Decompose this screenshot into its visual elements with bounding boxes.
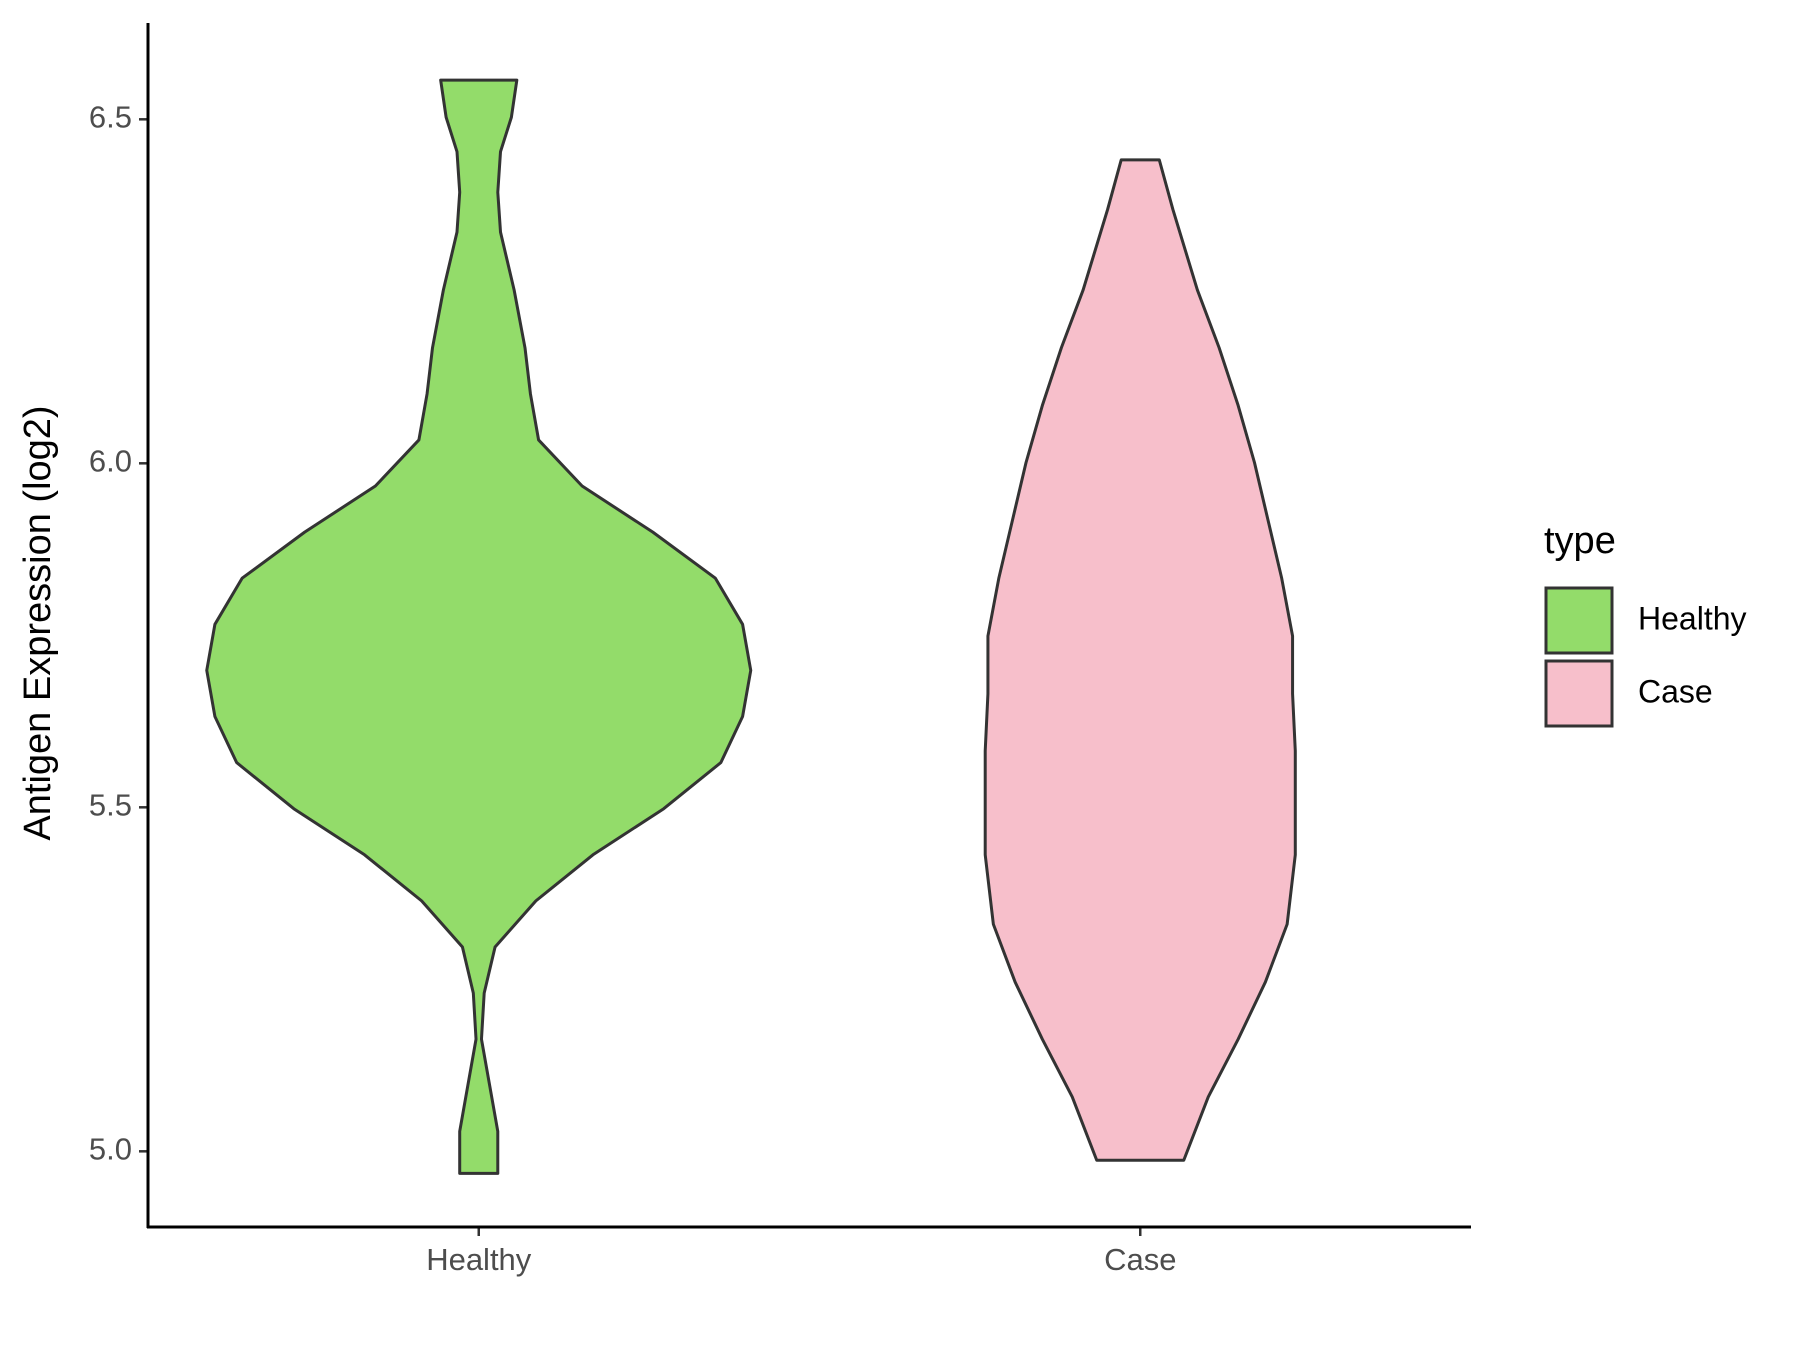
legend-title: type	[1544, 520, 1616, 562]
y-axis-title: Antigen Expression (log2)	[17, 405, 59, 840]
x-tick-label: Case	[1104, 1242, 1176, 1277]
y-tick-label: 5.0	[89, 1132, 132, 1167]
legend-key	[1544, 586, 1614, 655]
x-tick-label: Healthy	[426, 1242, 532, 1277]
y-tick-label: 6.0	[89, 444, 132, 479]
y-tick-label: 6.5	[89, 100, 132, 135]
y-tick-label: 5.5	[89, 788, 132, 823]
violin	[983, 158, 1297, 1162]
legend-label: Healthy	[1638, 600, 1747, 636]
legend-key	[1544, 659, 1614, 728]
violin	[205, 78, 753, 1175]
legend-label: Case	[1638, 673, 1713, 709]
